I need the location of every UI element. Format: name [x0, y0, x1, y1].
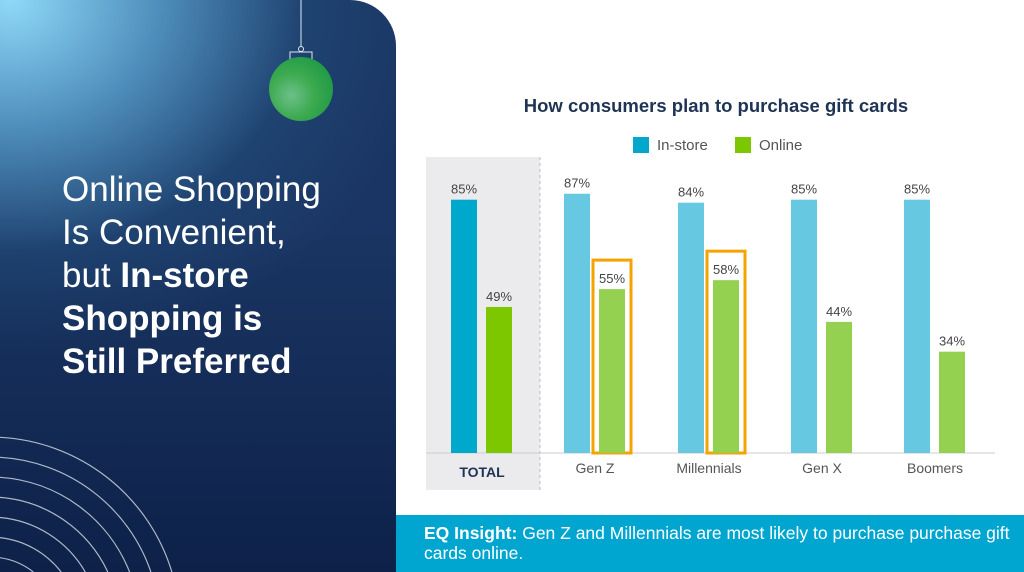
slide-headline: Online Shopping Is Convenient, but In-st…	[62, 168, 321, 383]
insight-label: EQ Insight:	[424, 523, 518, 543]
bar-online-total	[486, 306, 512, 453]
bar-instore-total	[451, 199, 477, 453]
legend-label-instore: In-store	[657, 137, 708, 154]
headline-line: Online Shopping	[62, 170, 321, 209]
chart-title: How consumers plan to purchase gift card…	[524, 95, 908, 116]
data-label: 58%	[713, 262, 739, 277]
legend-swatch-instore	[633, 137, 649, 153]
headline-line: Is Convenient,	[62, 213, 286, 252]
bar-instore-gen-z	[564, 193, 590, 454]
insight-banner: EQ Insight: Gen Z and Millennials are mo…	[396, 515, 1024, 572]
bar-online-boomers	[939, 351, 965, 453]
headline-line: but	[62, 256, 111, 295]
x-tick-label: Gen Z	[576, 460, 615, 476]
legend-label-online: Online	[759, 137, 802, 154]
data-label: 85%	[451, 182, 477, 197]
x-tick-label: TOTAL	[459, 464, 505, 480]
x-tick-label: Millennials	[676, 460, 741, 476]
insight-text: Gen Z and Millennials are most likely to…	[424, 523, 1010, 563]
headline-bold: Shopping is	[62, 299, 263, 338]
data-label: 85%	[904, 182, 930, 197]
data-label: 84%	[678, 185, 704, 200]
bar-instore-millennials	[678, 202, 704, 453]
headline-bold: Still Preferred	[62, 342, 292, 381]
data-label: 44%	[826, 304, 852, 319]
data-label: 55%	[599, 271, 625, 286]
bar-chart: How consumers plan to purchase gift card…	[426, 95, 995, 490]
bar-online-gen-z	[599, 289, 625, 453]
ornament-icon	[269, 0, 333, 121]
bar-instore-gen-x	[791, 199, 817, 453]
data-label: 87%	[564, 176, 590, 191]
data-label: 85%	[791, 182, 817, 197]
bar-online-millennials	[713, 280, 739, 453]
data-label: 34%	[939, 334, 965, 349]
data-label: 49%	[486, 289, 512, 304]
bar-online-gen-x	[826, 321, 852, 453]
total-highlight-panel	[426, 157, 540, 490]
x-tick-label: Gen X	[802, 460, 842, 476]
title-panel: Online Shopping Is Convenient, but In-st…	[0, 0, 396, 572]
bar-instore-boomers	[904, 199, 930, 453]
decorative-arcs-icon	[0, 436, 173, 572]
headline-bold: In-store	[120, 256, 249, 295]
x-tick-label: Boomers	[907, 460, 963, 476]
legend: In-store Online	[633, 137, 802, 154]
legend-swatch-online	[735, 137, 751, 153]
